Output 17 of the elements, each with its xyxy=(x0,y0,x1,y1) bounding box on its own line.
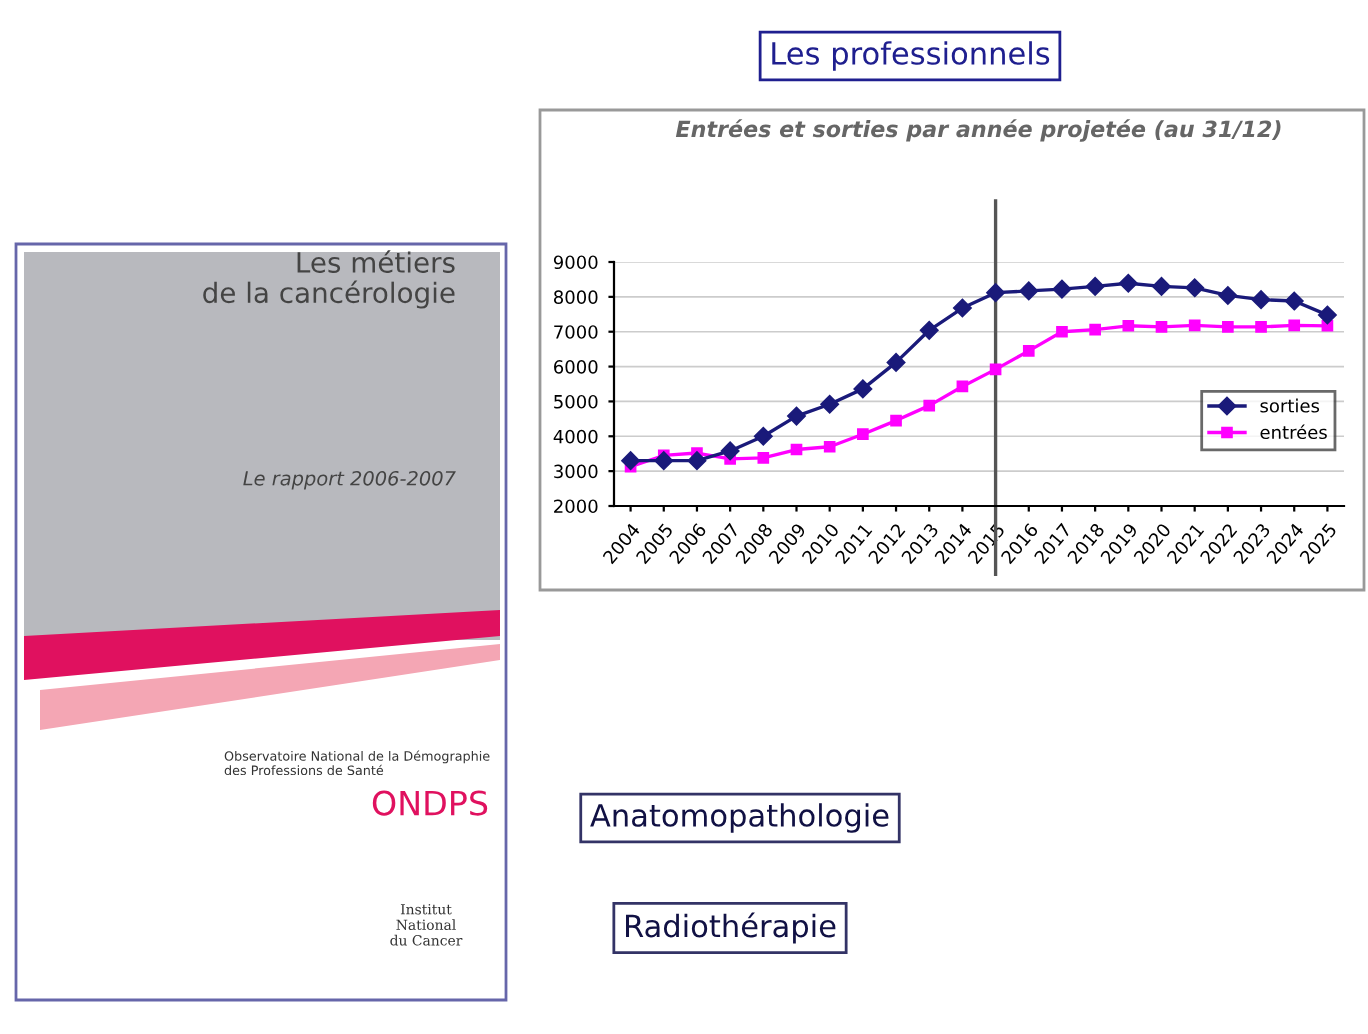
text: Le rapport 2006-2007 xyxy=(243,470,456,490)
chart-title: Entrées et sorties par année projetée (au 31/12) xyxy=(675,119,1281,142)
y-tick-label: 7000 xyxy=(554,325,598,339)
y-tick-label: 3000 xyxy=(554,464,598,479)
y-tick-label: 5000 xyxy=(554,394,598,409)
y-tick-label: 4000 xyxy=(553,429,598,444)
text: Les métiers de la cancérologie xyxy=(203,250,455,309)
text: Les professionnels xyxy=(772,41,1050,71)
legend-label: entrées xyxy=(1260,424,1327,440)
y-tick-label: 8000 xyxy=(554,290,598,304)
text: Radiothérapie xyxy=(626,912,836,944)
y-tick-label: 9000 xyxy=(553,255,598,270)
legend-label: sorties xyxy=(1260,398,1320,413)
y-tick-label: 6000 xyxy=(554,360,598,374)
text: Anatomopathologie xyxy=(590,803,889,833)
text: ONDPS xyxy=(372,790,488,816)
y-tick-label: 2000 xyxy=(554,499,598,514)
